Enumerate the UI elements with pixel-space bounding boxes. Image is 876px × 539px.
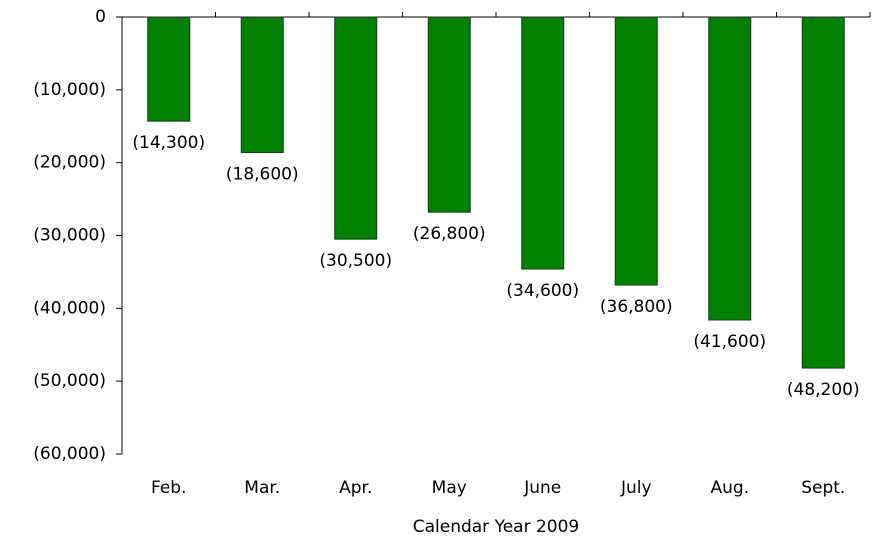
y-tick-label: (20,000) (33, 153, 106, 173)
x-tick-label: Sept. (801, 478, 845, 498)
bar (240, 16, 284, 153)
x-axis-title: Calendar Year 2009 (413, 517, 580, 537)
x-tick-label: Apr. (339, 478, 372, 498)
x-tick-label: Feb. (151, 478, 187, 498)
value-label: (41,600) (693, 332, 766, 352)
value-label: (14,300) (132, 133, 205, 153)
value-label: (18,600) (226, 164, 299, 184)
bar (334, 16, 378, 240)
value-label: (34,600) (506, 281, 579, 301)
x-tick-label: Aug. (710, 478, 749, 498)
bar (708, 16, 752, 321)
value-label: (48,200) (787, 380, 860, 400)
x-tick-label: Mar. (244, 478, 280, 498)
bar (427, 16, 471, 213)
y-tick-label: (10,000) (33, 80, 106, 100)
y-tick-label: (40,000) (33, 298, 106, 318)
value-label: (36,800) (600, 297, 673, 317)
y-tick-label: (60,000) (33, 444, 106, 464)
bar (521, 16, 565, 270)
x-tick-label: June (523, 478, 561, 498)
bar (147, 16, 191, 122)
y-tick-label: (30,000) (33, 226, 106, 246)
bar (801, 16, 845, 369)
value-label: (26,800) (413, 224, 486, 244)
y-tick-label: 0 (95, 7, 106, 27)
y-tick-label: (50,000) (33, 371, 106, 391)
value-label: (30,500) (319, 251, 392, 271)
x-tick-label: May (432, 478, 467, 498)
x-tick-label: July (620, 478, 652, 498)
bar (614, 16, 658, 286)
